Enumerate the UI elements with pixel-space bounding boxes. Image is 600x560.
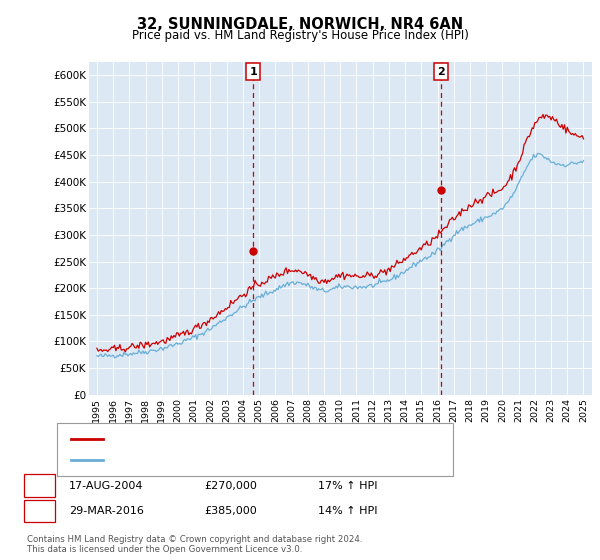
Text: HPI: Average price, detached house, Norwich: HPI: Average price, detached house, Norw… [108,455,355,465]
Text: 17% ↑ HPI: 17% ↑ HPI [318,480,377,491]
Text: Contains HM Land Registry data © Crown copyright and database right 2024.
This d: Contains HM Land Registry data © Crown c… [27,535,362,554]
Text: 29-MAR-2016: 29-MAR-2016 [69,506,144,516]
Text: 17-AUG-2004: 17-AUG-2004 [69,480,143,491]
Text: 1: 1 [249,67,257,77]
Point [437,185,446,194]
Text: 2: 2 [437,67,445,77]
Text: £270,000: £270,000 [204,480,257,491]
Text: 1: 1 [36,480,43,491]
Text: 2: 2 [36,506,43,516]
Text: Price paid vs. HM Land Registry's House Price Index (HPI): Price paid vs. HM Land Registry's House … [131,29,469,42]
Text: 14% ↑ HPI: 14% ↑ HPI [318,506,377,516]
Text: 32, SUNNINGDALE, NORWICH, NR4 6AN: 32, SUNNINGDALE, NORWICH, NR4 6AN [137,17,463,32]
Text: 32, SUNNINGDALE, NORWICH, NR4 6AN (detached house): 32, SUNNINGDALE, NORWICH, NR4 6AN (detac… [108,434,425,444]
Point [248,246,258,255]
Text: £385,000: £385,000 [204,506,257,516]
